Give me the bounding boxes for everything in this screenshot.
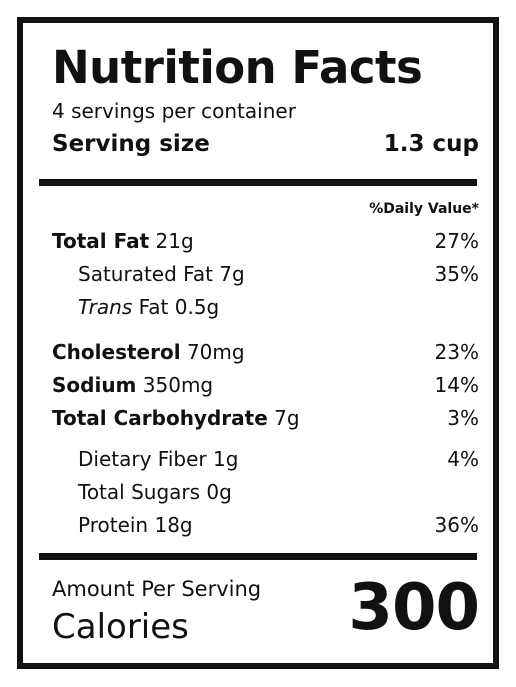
nutrient-row-cholesterol: Cholesterol 70mg 23% [52,340,479,370]
servings-per-container: 4 servings per container [52,99,296,123]
nutrient-name: Cholesterol [52,340,181,364]
nutrient-name: Trans [78,295,133,319]
nutrient-row-dietary-fiber: Dietary Fiber 1g 4% [78,447,479,477]
nutrient-amount: 18g [154,513,193,537]
divider-bottom [39,553,477,560]
nutrient-dv: 14% [434,373,479,397]
nutrient-dv: 23% [434,340,479,364]
nutrient-name: Dietary Fiber [78,447,207,471]
nutrient-dv: 35% [434,262,479,286]
nutrient-amount: 0g [206,480,232,504]
nutrient-amount: 1g [212,447,239,471]
nutrient-amount: 7g [219,262,245,286]
serving-size-value: 1.3 cup [383,131,479,157]
nutrient-dv: 36% [434,513,479,537]
nutrient-amount: 350mg [142,373,214,397]
nutrient-name-rest: Fat [138,295,169,319]
nutrient-dv: 27% [434,229,479,253]
calories-label: Calories [52,607,189,647]
nutrient-name: Total Sugars [78,480,201,504]
label-title: Nutrition Facts [52,41,423,94]
nutrient-row-sodium: Sodium 350mg 14% [52,373,479,403]
nutrient-row-trans-fat: Trans Fat 0.5g [78,295,479,325]
nutrient-name: Total Carbohydrate [52,406,268,430]
nutrient-row-total-fat: Total Fat 21g 27% [52,229,479,259]
nutrient-row-saturated-fat: Saturated Fat 7g 35% [78,262,479,292]
nutrient-dv: 3% [447,406,479,430]
nutrition-facts-label: Nutrition Facts 4 servings per container… [17,17,499,669]
nutrient-dv: 4% [447,447,479,471]
nutrient-amount: 21g [155,229,194,253]
nutrient-name: Sodium [52,373,137,397]
serving-size-label: Serving size [52,131,210,157]
nutrient-name: Protein [78,513,149,537]
nutrient-row-protein: Protein 18g 36% [78,513,479,543]
daily-value-header: %Daily Value* [369,201,479,217]
nutrient-amount: 70mg [186,340,245,364]
nutrient-name: Saturated Fat [78,262,213,286]
amount-per-serving: Amount Per Serving [52,577,262,601]
calories-value: 300 [348,571,480,645]
divider-top [39,179,477,186]
nutrient-row-total-sugars: Total Sugars 0g [78,480,479,510]
nutrient-name: Total Fat [52,229,150,253]
nutrient-amount: 0.5g [174,295,220,319]
nutrient-row-total-carbohydrate: Total Carbohydrate 7g 3% [52,406,479,436]
nutrient-amount: 7g [274,406,300,430]
